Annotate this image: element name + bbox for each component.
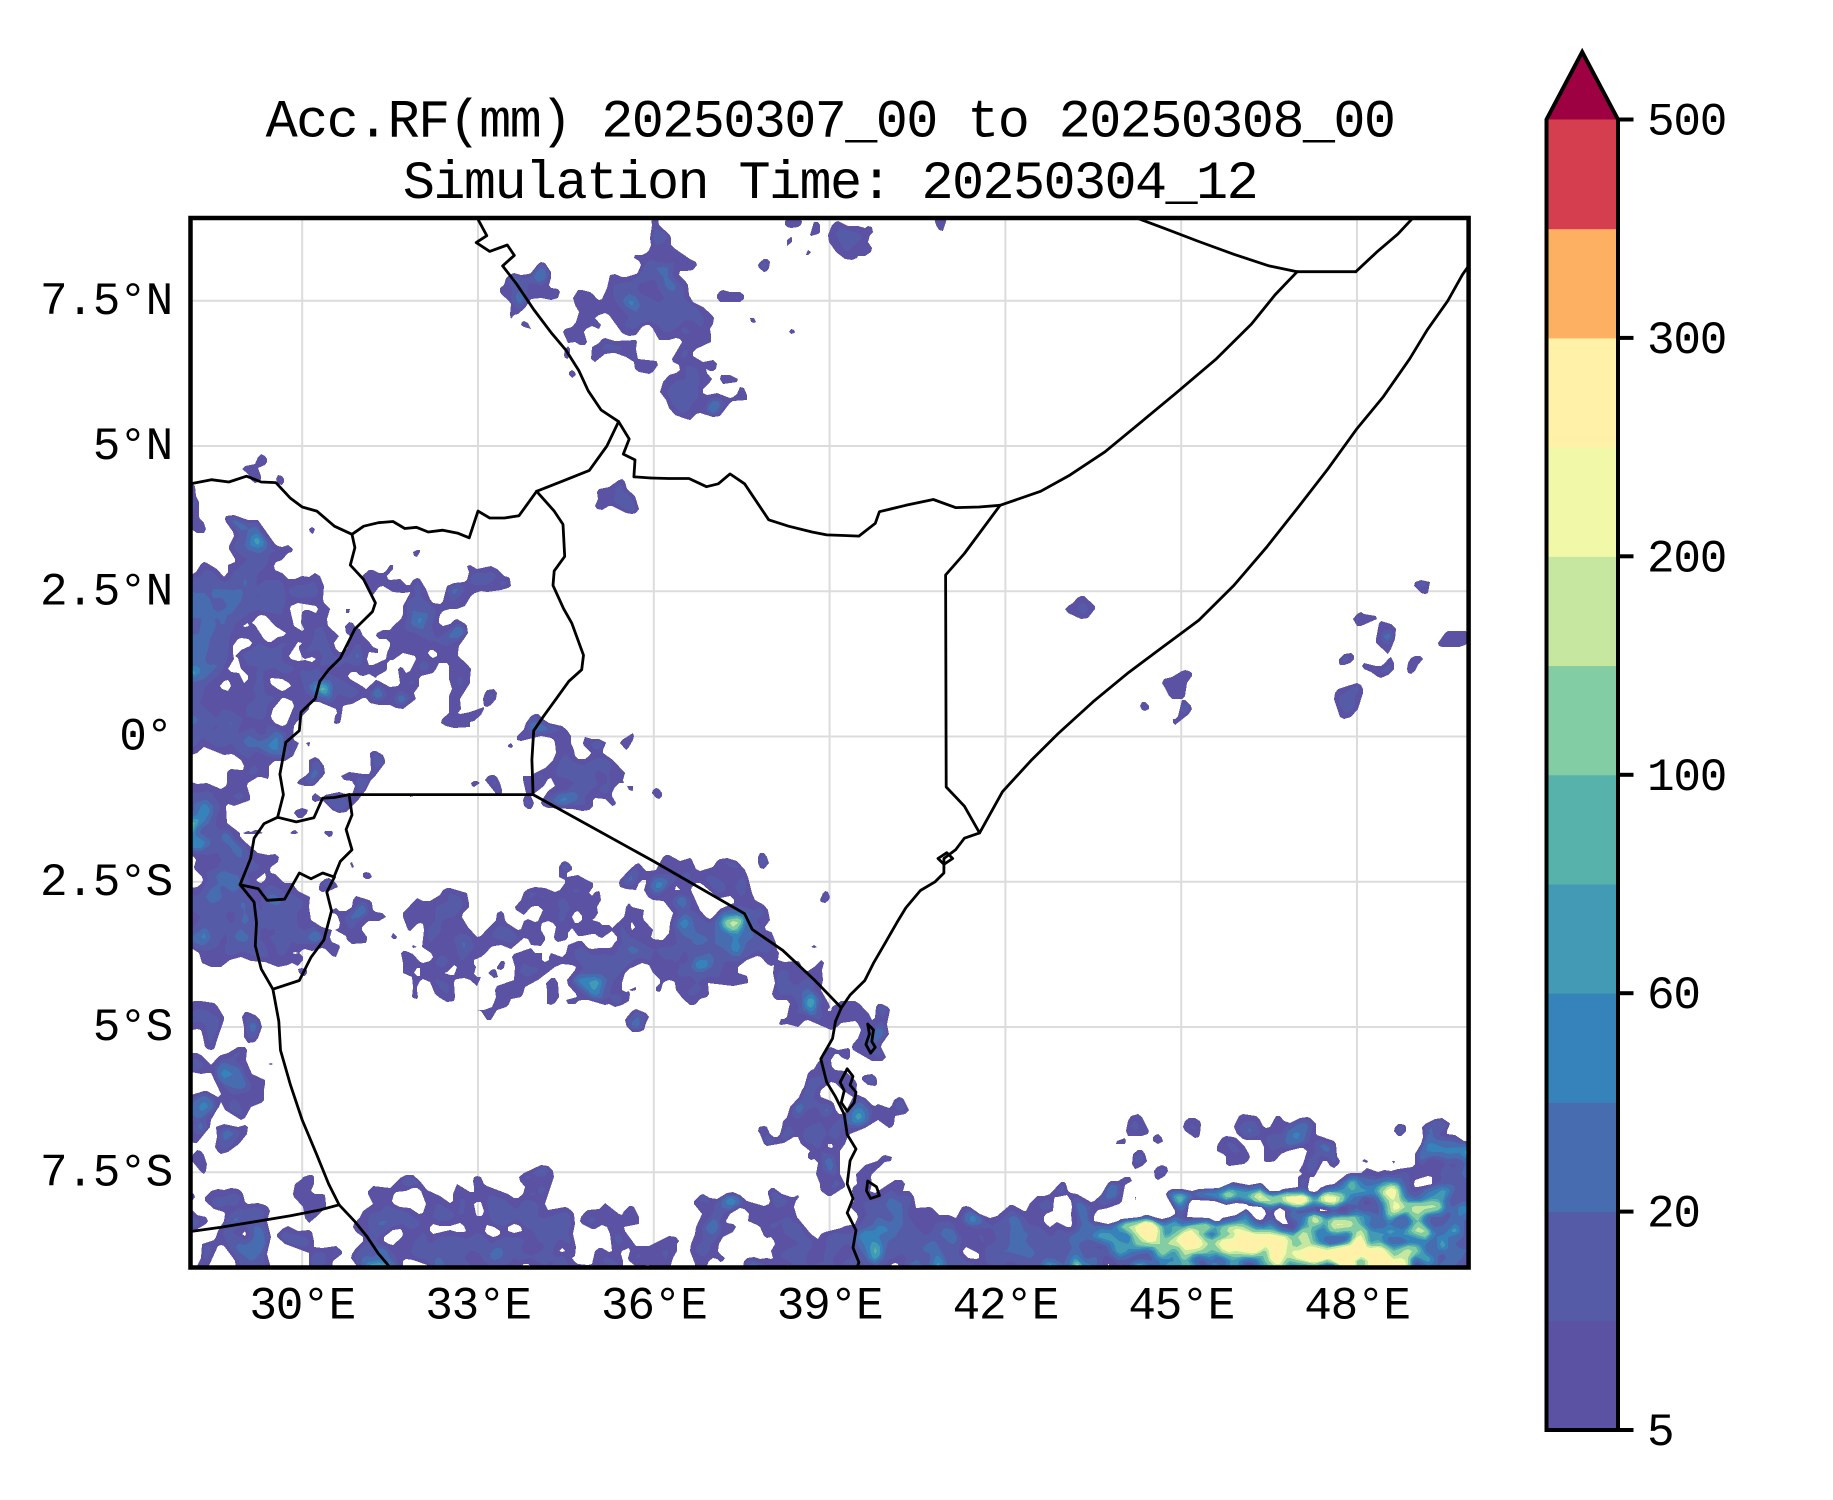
svg-text:60: 60 [1647, 970, 1700, 1022]
svg-text:30°E: 30°E [249, 1281, 355, 1333]
svg-text:300: 300 [1647, 315, 1726, 367]
svg-text:42°E: 42°E [953, 1281, 1059, 1333]
svg-text:39°E: 39°E [777, 1281, 883, 1333]
svg-text:48°E: 48°E [1304, 1281, 1410, 1333]
svg-text:200: 200 [1647, 533, 1726, 585]
svg-text:7.5°N: 7.5°N [40, 276, 172, 328]
svg-text:2.5°S: 2.5°S [40, 857, 172, 909]
svg-text:5°S: 5°S [93, 1002, 172, 1054]
svg-text:5°N: 5°N [93, 421, 172, 473]
svg-text:Simulation Time: 20250304_12: Simulation Time: 20250304_12 [403, 154, 1257, 215]
svg-text:33°E: 33°E [425, 1281, 531, 1333]
svg-text:7.5°S: 7.5°S [40, 1148, 172, 1200]
svg-text:20: 20 [1647, 1189, 1700, 1241]
svg-text:2.5°N: 2.5°N [40, 567, 172, 619]
svg-text:36°E: 36°E [601, 1281, 707, 1333]
svg-text:5: 5 [1647, 1407, 1673, 1459]
svg-text:Acc.RF(mm) 20250307_00 to 2025: Acc.RF(mm) 20250307_00 to 20250308_00 [266, 93, 1395, 154]
svg-text:100: 100 [1647, 752, 1726, 804]
svg-text:45°E: 45°E [1128, 1281, 1234, 1333]
svg-text:0°: 0° [119, 712, 172, 764]
svg-text:500: 500 [1647, 97, 1726, 149]
